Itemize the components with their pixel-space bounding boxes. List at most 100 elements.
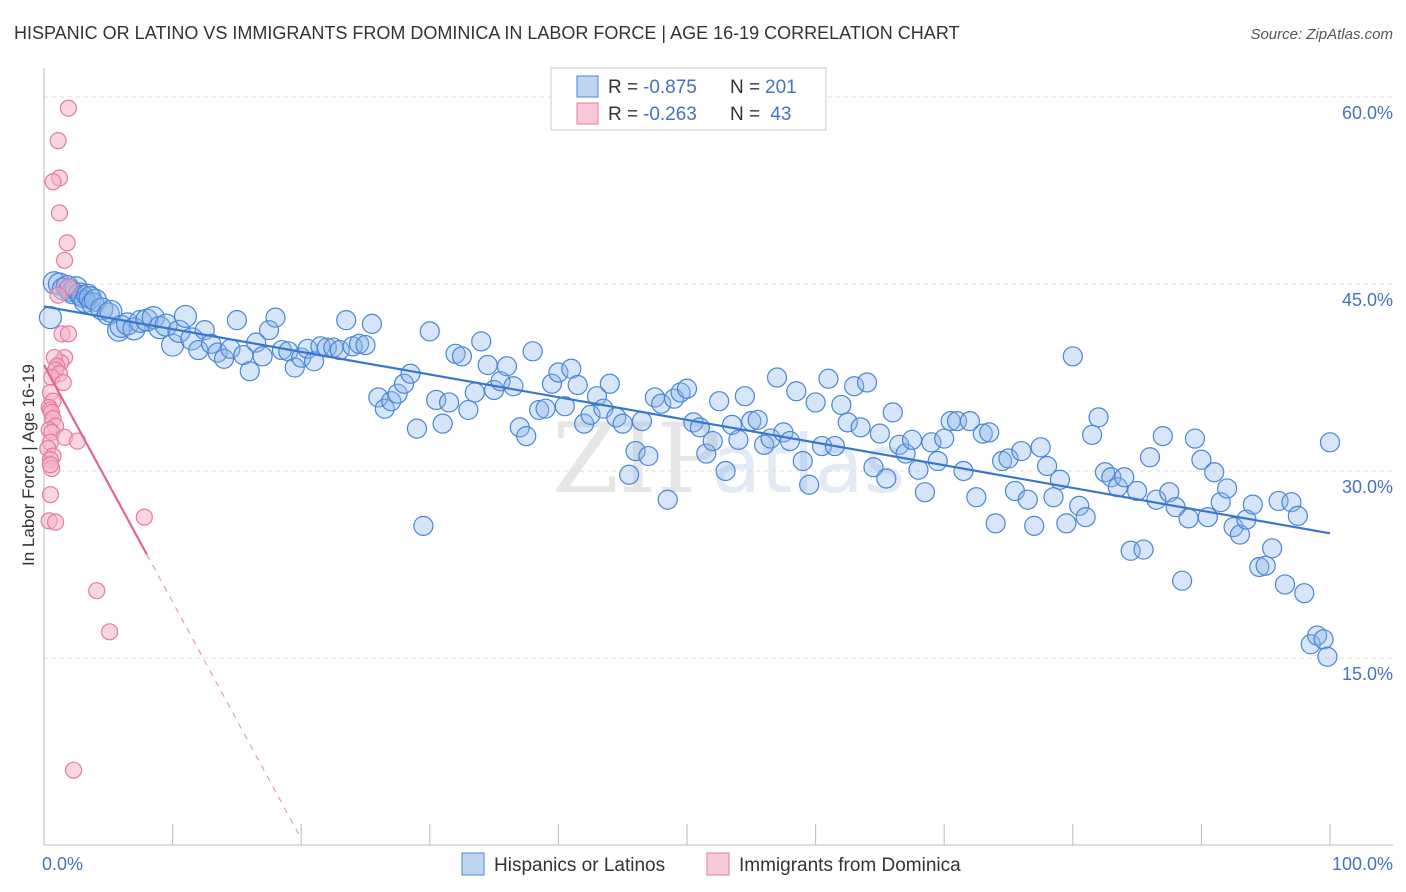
point-dominica-42 — [41, 456, 60, 474]
point-hispanics-58 — [361, 313, 383, 334]
point-hispanics-79 — [496, 356, 518, 377]
point-hispanics-66 — [413, 515, 434, 536]
point-hispanics-80 — [503, 376, 524, 397]
bottom-legend-label-dominica: Immigrants from Dominica — [739, 855, 961, 876]
legend-r-label-1: R = — [608, 104, 638, 125]
point-hispanics-198 — [1262, 538, 1283, 559]
point-hispanics-72 — [451, 346, 473, 367]
point-hispanics-189 — [1204, 462, 1225, 483]
bottom-legend-swatch-dominica — [706, 852, 730, 876]
point-hispanics-82 — [516, 425, 537, 447]
point-hispanics-168 — [1069, 495, 1090, 517]
point-hispanics-159 — [1011, 440, 1032, 462]
point-dominica-40 — [100, 623, 119, 641]
point-hispanics-103 — [651, 393, 672, 414]
point-hispanics-135 — [856, 372, 878, 393]
point-dominica-37 — [46, 513, 65, 531]
point-hispanics-83 — [522, 341, 543, 362]
series-legend: Hispanics or Latinos Immigrants from Dom… — [461, 852, 961, 876]
point-hispanics-112 — [709, 391, 730, 412]
point-hispanics-205 — [1307, 625, 1328, 646]
point-dominica-3 — [44, 173, 62, 191]
point-hispanics-177 — [1126, 480, 1148, 502]
point-hispanics-161 — [1024, 515, 1045, 536]
watermark-atlas: atlas — [712, 418, 905, 511]
point-hispanics-152 — [966, 487, 987, 508]
legend-n-value-1: 43 — [765, 104, 791, 125]
point-hispanics-131 — [831, 394, 852, 416]
point-hispanics-43 — [265, 307, 286, 328]
point-hispanics-187 — [1191, 449, 1212, 470]
point-hispanics-150 — [953, 460, 974, 482]
point-hispanics-95 — [599, 373, 620, 394]
point-hispanics-27 — [161, 333, 185, 357]
point-hispanics-203 — [1294, 583, 1315, 604]
point-hispanics-155 — [985, 513, 1006, 534]
point-hispanics-73 — [458, 399, 479, 421]
chart-source: Source: ZipAtlas.com — [1250, 26, 1393, 43]
point-hispanics-121 — [766, 367, 788, 388]
point-hispanics-129 — [818, 368, 839, 389]
point-hispanics-49 — [303, 351, 325, 372]
y-tick-label-1: 30.0% — [1342, 477, 1393, 497]
point-dominica-39 — [88, 582, 106, 600]
point-hispanics-75 — [471, 331, 492, 352]
point-hispanics-85 — [535, 398, 556, 419]
point-hispanics-145 — [921, 432, 942, 453]
legend-r-label-0: R = — [608, 77, 638, 98]
point-dominica-35 — [41, 486, 60, 504]
point-hispanics-106 — [670, 382, 691, 403]
series-immigrants-from-dominica — [39, 99, 153, 779]
trend-line-dominica-extension — [146, 554, 302, 840]
point-hispanics-35 — [213, 348, 235, 369]
point-hispanics-124 — [786, 381, 807, 402]
point-hispanics-37 — [226, 310, 247, 331]
point-hispanics-56 — [348, 333, 370, 354]
point-hispanics-133 — [844, 376, 865, 397]
point-hispanics-100 — [631, 411, 653, 432]
point-hispanics-70 — [438, 392, 460, 413]
point-hispanics-154 — [979, 422, 1000, 443]
stats-legend: R = -0.875 N = 201 R = -0.263 N = 43 — [550, 67, 827, 131]
point-hispanics-101 — [638, 445, 659, 467]
point-hispanics-54 — [336, 310, 357, 331]
legend-n-label-0: N = — [730, 77, 760, 98]
point-hispanics-136 — [863, 457, 884, 478]
point-hispanics-84 — [529, 399, 550, 421]
point-hispanics-153 — [972, 423, 993, 444]
point-hispanics-142 — [901, 429, 923, 450]
point-hispanics-178 — [1133, 539, 1154, 560]
point-dominica-38 — [135, 508, 153, 526]
point-hispanics-175 — [1114, 467, 1135, 488]
point-hispanics-90 — [567, 374, 588, 396]
point-hispanics-186 — [1184, 428, 1206, 449]
point-hispanics-162 — [1030, 437, 1051, 458]
point-hispanics-160 — [1017, 489, 1038, 510]
legend-r-value-1: -0.263 — [643, 104, 697, 125]
point-dominica-8 — [49, 286, 67, 304]
trend-line-hispanics — [43, 305, 1331, 535]
point-hispanics-93 — [586, 386, 608, 407]
point-hispanics-86 — [541, 373, 563, 394]
bottom-legend-label-hispanics: Hispanics or Latinos — [494, 855, 665, 876]
point-dominica-0 — [59, 99, 78, 117]
point-hispanics-193 — [1229, 524, 1251, 545]
point-hispanics-42 — [258, 320, 280, 341]
x-tick-label-0: 0.0% — [42, 854, 83, 874]
trend-lines — [43, 305, 1331, 840]
point-hispanics-115 — [728, 429, 749, 450]
bottom-legend-swatch-hispanics — [461, 852, 485, 876]
point-hispanics-195 — [1242, 494, 1263, 515]
y-tick-label-2: 45.0% — [1342, 290, 1393, 310]
y-tick-label-3: 60.0% — [1342, 103, 1393, 123]
point-hispanics-208 — [1319, 432, 1341, 453]
point-hispanics-113 — [715, 460, 736, 482]
chart-title: HISPANIC OR LATINO VS IMMIGRANTS FROM DO… — [14, 23, 959, 43]
point-hispanics-146 — [927, 450, 948, 472]
point-hispanics-123 — [779, 430, 800, 452]
point-hispanics-181 — [1152, 425, 1173, 447]
point-hispanics-88 — [554, 396, 575, 417]
point-hispanics-64 — [400, 363, 421, 384]
point-hispanics-62 — [387, 383, 408, 404]
